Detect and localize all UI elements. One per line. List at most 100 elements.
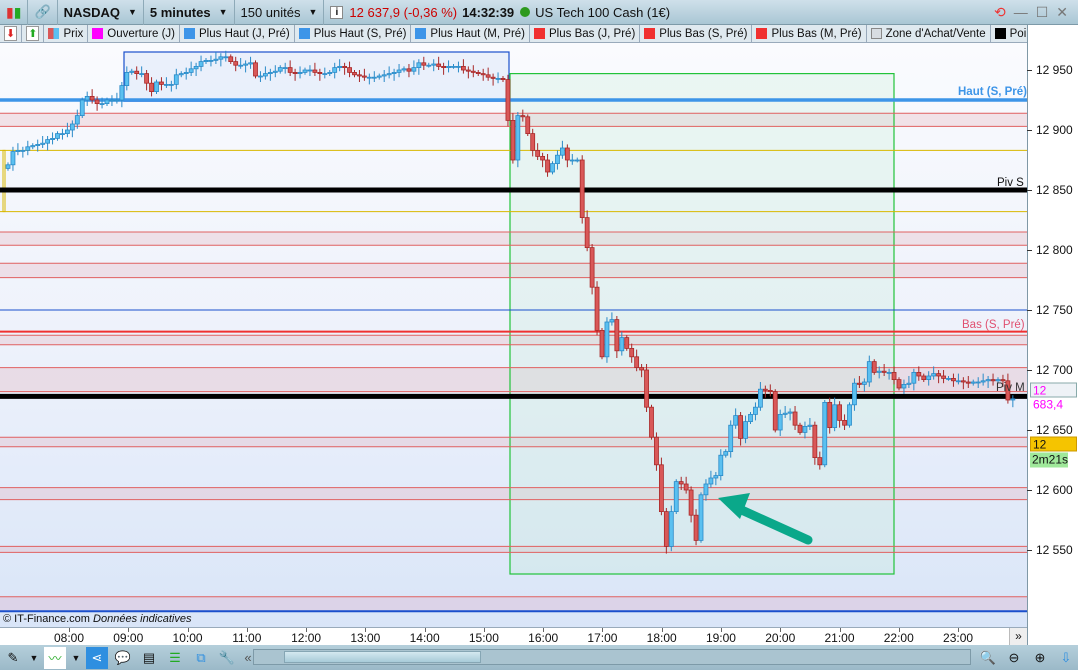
candle-body [762, 388, 768, 391]
zoom-out-icon[interactable]: ⊖ [1008, 650, 1020, 665]
time-axis[interactable]: » 08:00 09:00 10:00 11:00 12:00 13:00 14:00 15:… [0, 627, 1027, 646]
status-dot-icon [520, 7, 531, 17]
candle-body [223, 56, 229, 59]
legend-item[interactable]: Plus Bas (J, Pré) [530, 25, 641, 42]
chevron-down-icon[interactable]: ▼ [71, 652, 81, 663]
last-price: 12 637,9 (-0,36 %) [349, 4, 458, 20]
candle-body [634, 356, 640, 368]
candle-body [758, 388, 763, 408]
scrollbar-thumb[interactable] [284, 651, 481, 663]
candle-body [411, 67, 417, 72]
legend-label: Plus Haut (J, Pré) [199, 27, 290, 40]
y-tick [1027, 490, 1032, 491]
candle-body [114, 99, 120, 102]
candle-body [69, 123, 75, 131]
collapse-button[interactable]: ⬇ [0, 25, 23, 42]
chevron-down-icon[interactable]: ▼ [29, 652, 39, 663]
legend-swatch [870, 28, 882, 39]
candle-body [876, 370, 882, 373]
x-tick [246, 628, 248, 632]
arrow-up-icon: ⬆ [26, 26, 40, 41]
multi-chart-icon[interactable]: ⧉ [196, 649, 206, 665]
panel-settings-icon[interactable]: ⇩ [1060, 650, 1072, 665]
candle-body [985, 379, 991, 382]
candle-body [376, 75, 382, 78]
label-piv-m: Piv M [996, 382, 1025, 394]
candle-body [332, 67, 338, 73]
candle-body [5, 164, 11, 169]
timeframe-dropdown[interactable]: 5 minutes ▼ [144, 0, 235, 25]
price-band [0, 232, 1027, 246]
chevron-down-icon: ▼ [218, 7, 228, 17]
share-icon[interactable]: ⋖ [86, 646, 108, 669]
scroll-right-button[interactable]: » [1009, 628, 1027, 646]
legend-item[interactable]: Plus Haut (J, Pré) [180, 25, 295, 42]
candle-body [723, 451, 729, 456]
countdown-badge: 2m21s [1030, 452, 1069, 468]
zoom-fit-icon[interactable]: 🔍 [979, 650, 997, 665]
candle-body [772, 391, 778, 431]
link-button[interactable]: 🔗 [28, 0, 58, 25]
legend-item[interactable]: Prix [44, 25, 89, 42]
legend-item[interactable]: Plus Haut (S, Pré) [295, 25, 412, 42]
arrow-down-icon: ⬇ [4, 26, 18, 41]
zoom-in-icon[interactable]: ⊕ [1034, 650, 1046, 665]
candle-body [861, 381, 867, 385]
top-toolbar: ▮▮ 🔗 NASDAQ ▼ 5 minutes ▼ 150 unités ▼ i 12… [0, 0, 1078, 25]
chart-type-button[interactable]: ▮▮ [0, 0, 29, 25]
candle-body [441, 66, 447, 69]
candle-body [15, 149, 21, 152]
candle-body [960, 380, 966, 383]
minimize-icon[interactable]: — [1013, 4, 1028, 20]
candle-body [891, 371, 897, 380]
y-tick [1027, 310, 1032, 311]
legend-item[interactable]: Ouverture (J) [88, 25, 180, 42]
legend-swatch [756, 28, 768, 39]
x-tick [602, 628, 604, 632]
close-icon[interactable]: ✕ [1056, 3, 1068, 20]
candle-body [560, 147, 565, 156]
candle-body [60, 133, 65, 136]
legend-item[interactable]: Plus Bas (S, Pré) [640, 25, 753, 42]
scroll-left-fast-icon[interactable]: « [244, 650, 252, 665]
legend-item[interactable]: Plus Bas (M, Pré) [752, 25, 867, 42]
horizontal-scrollbar[interactable] [253, 649, 971, 665]
units-dropdown[interactable]: 150 unités ▼ [235, 0, 325, 25]
refresh-icon[interactable]: ⟲ [993, 3, 1006, 20]
price-axis[interactable] [1027, 25, 1078, 645]
legend-swatch [534, 28, 545, 39]
legend-item[interactable]: Plus Haut (M, Pré) [411, 25, 530, 42]
legend-item[interactable]: Points pivots (4h) [991, 25, 1027, 42]
legend-label: Zone d'Achat/Vente [885, 27, 986, 40]
candle-body [322, 73, 328, 75]
drawing-tool-icon[interactable]: ✎ [7, 649, 19, 665]
candle-body [797, 424, 803, 433]
candle-body [995, 379, 1001, 382]
x-tick [898, 628, 900, 632]
settings-wrench-icon[interactable]: 🔧 [218, 649, 236, 665]
candle-body [787, 411, 793, 414]
comment-icon[interactable]: 💬 [114, 649, 132, 665]
order-book-icon[interactable]: ☰ [169, 649, 181, 665]
candle-body [975, 381, 981, 384]
maximize-icon[interactable]: ☐ [1035, 3, 1049, 20]
y-tick-label: 12 700 [1036, 363, 1073, 377]
candle-body [990, 379, 996, 382]
candle-body [426, 64, 432, 67]
x-tick [187, 628, 189, 632]
x-tick [424, 628, 426, 632]
symbol-dropdown[interactable]: NASDAQ ▼ [58, 0, 144, 25]
report-icon[interactable]: ▤ [142, 649, 156, 665]
legend-item[interactable]: Zone d'Achat/Vente [867, 25, 991, 42]
x-tick-label: 14:00 [409, 631, 440, 645]
candle-body [238, 64, 244, 67]
expand-button[interactable]: ⬆ [22, 25, 45, 42]
x-tick [661, 628, 663, 632]
indicator-legend: ⬇ ⬆ Prix Ouverture (J) Plus Haut (J, Pré) P… [0, 25, 1027, 43]
info-icon[interactable]: i [330, 5, 344, 19]
candle-body [480, 73, 486, 76]
x-tick-label: 17:00 [587, 631, 618, 645]
indicator-icon[interactable]: 〰 [44, 646, 66, 669]
candle-body [134, 70, 140, 74]
candle-body [946, 377, 951, 380]
